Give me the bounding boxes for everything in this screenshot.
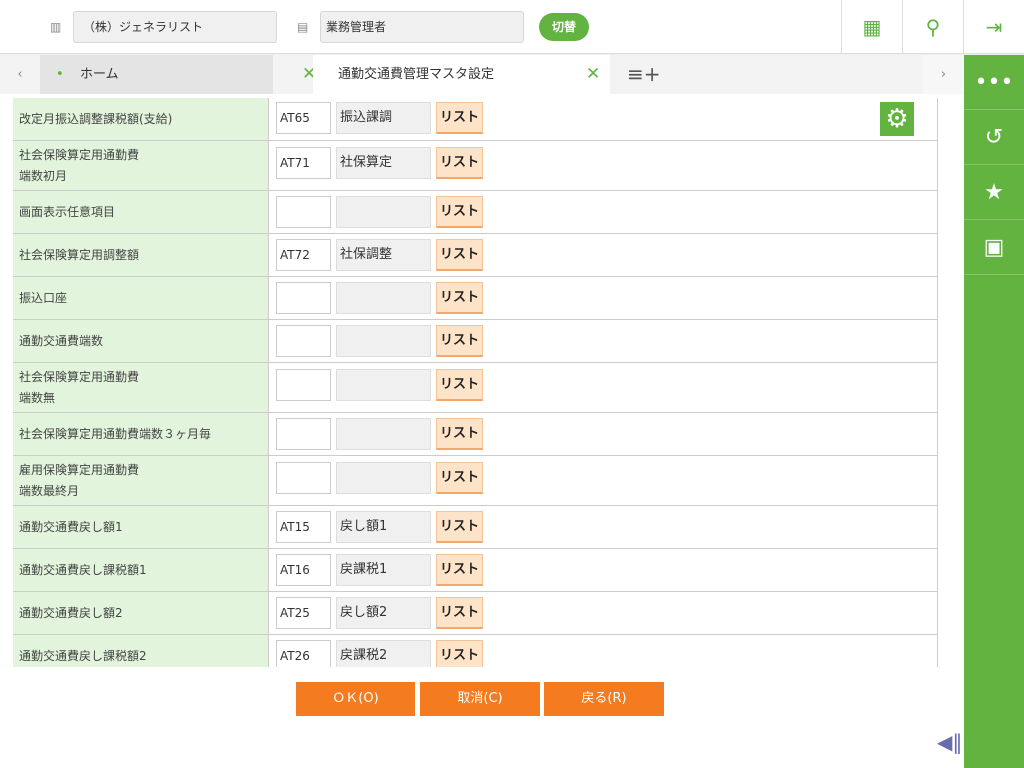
table-row: 通勤交通費戻し課税額2 AT26 戻課税2 リスト [13, 635, 937, 667]
close-icon[interactable]: ✕ [302, 64, 317, 84]
name-display: 社保調整 [336, 239, 431, 271]
list-button[interactable]: リスト [436, 325, 483, 357]
settings-table[interactable]: 改定月振込調整課税額(支給) AT65 振込課調 リスト 社会保険算定用通勤費 … [13, 98, 938, 667]
add-tab-icon[interactable]: ≡+ [627, 62, 661, 86]
building-icon: ▥ [50, 20, 62, 34]
code-input[interactable] [276, 325, 331, 357]
field-label: 社会保険算定用通勤費端数３ヶ月毎 [13, 413, 269, 455]
code-input[interactable]: AT65 [276, 102, 331, 134]
table-row: 画面表示任意項目 リスト [13, 191, 937, 234]
list-button[interactable]: リスト [436, 102, 483, 134]
name-display [336, 282, 431, 314]
clipboard-icon: ▤ [297, 20, 309, 34]
logout-icon[interactable]: ⇥ [963, 0, 1024, 54]
name-display: 戻課税2 [336, 640, 431, 667]
name-display [336, 196, 431, 228]
field-label: 通勤交通費戻し額2 [13, 592, 269, 634]
code-input[interactable] [276, 369, 331, 401]
more-icon[interactable]: ••• [964, 55, 1024, 110]
field-label: 雇用保険算定用通勤費 端数最終月 [13, 456, 269, 505]
list-button[interactable]: リスト [436, 239, 483, 271]
name-display: 戻し額2 [336, 597, 431, 629]
right-sidebar: ••• ↺ ★ ▣ [964, 55, 1024, 768]
code-input[interactable] [276, 462, 331, 494]
code-input[interactable] [276, 418, 331, 450]
apps-grid-icon[interactable]: ▦ [841, 0, 902, 54]
name-display: 振込課調 [336, 102, 431, 134]
table-row: 通勤交通費戻し額2 AT25 戻し額2 リスト [13, 592, 937, 635]
code-input[interactable]: AT25 [276, 597, 331, 629]
table-row: 通勤交通費戻し課税額1 AT16 戻課税1 リスト [13, 549, 937, 592]
company-field[interactable]: （株）ジェネラリスト [73, 11, 277, 43]
list-button[interactable]: リスト [436, 418, 483, 450]
table-row: 振込口座 リスト [13, 277, 937, 320]
name-display: 社保算定 [336, 147, 431, 179]
pin-icon: • [56, 67, 64, 82]
list-button[interactable]: リスト [436, 147, 483, 179]
field-label: 社会保険算定用調整額 [13, 234, 269, 276]
field-label: 社会保険算定用通勤費 端数無 [13, 363, 269, 412]
table-row: 改定月振込調整課税額(支給) AT65 振込課調 リスト [13, 98, 937, 141]
name-display: 戻し額1 [336, 511, 431, 543]
field-label: 社会保険算定用通勤費 端数初月 [13, 141, 269, 190]
table-row: 社会保険算定用調整額 AT72 社保調整 リスト [13, 234, 937, 277]
code-input[interactable]: AT15 [276, 511, 331, 543]
tab-scroll-left[interactable]: ‹ [17, 67, 23, 82]
code-input[interactable]: AT16 [276, 554, 331, 586]
tab-home[interactable]: • ホーム ✕ [40, 55, 316, 94]
field-label: 画面表示任意項目 [13, 191, 269, 233]
code-input[interactable]: AT72 [276, 239, 331, 271]
field-label: 改定月振込調整課税額(支給) [13, 98, 269, 140]
tab-label: 通勤交通費管理マスタ設定 [338, 67, 495, 82]
star-icon[interactable]: ★ [964, 165, 1024, 220]
back-button[interactable]: 戻る(R) [544, 682, 664, 716]
header: ▥ （株）ジェネラリスト ▤ 業務管理者 切替 ▦ ⚲ ⇥ [0, 0, 1024, 54]
field-label: 通勤交通費端数 [13, 320, 269, 362]
list-button[interactable]: リスト [436, 369, 483, 401]
cancel-button[interactable]: 取消(C) [420, 682, 540, 716]
list-button[interactable]: リスト [436, 554, 483, 586]
table-row: 通勤交通費戻し額1 AT15 戻し額1 リスト [13, 506, 937, 549]
gear-icon[interactable]: ⚙ [880, 102, 914, 136]
list-button[interactable]: リスト [436, 640, 483, 667]
list-button[interactable]: リスト [436, 597, 483, 629]
tab-label: ホーム [80, 67, 119, 82]
tab-bar: ‹ • ホーム ✕ 通勤交通費管理マスタ設定 ✕ ≡+ › [0, 55, 964, 94]
role-field[interactable]: 業務管理者 [320, 11, 524, 43]
collapse-arrow-icon[interactable]: ◀‖ [937, 730, 963, 754]
list-button[interactable]: リスト [436, 511, 483, 543]
code-input[interactable]: AT71 [276, 147, 331, 179]
field-label: 通勤交通費戻し課税額1 [13, 549, 269, 591]
list-button[interactable]: リスト [436, 462, 483, 494]
table-row: 通勤交通費端数 リスト [13, 320, 937, 363]
switch-button[interactable]: 切替 [539, 13, 589, 41]
history-icon[interactable]: ↺ [964, 110, 1024, 165]
name-display: 戻課税1 [336, 554, 431, 586]
search-icon[interactable]: ⚲ [902, 0, 963, 54]
table-row: 社会保険算定用通勤費 端数初月 AT71 社保算定 リスト [13, 141, 937, 191]
field-label: 通勤交通費戻し課税額2 [13, 635, 269, 667]
list-button[interactable]: リスト [436, 196, 483, 228]
code-input[interactable] [276, 282, 331, 314]
close-icon[interactable]: ✕ [586, 64, 601, 84]
code-input[interactable]: AT26 [276, 640, 331, 667]
table-row: 社会保険算定用通勤費端数３ヶ月毎 リスト [13, 413, 937, 456]
code-input[interactable] [276, 196, 331, 228]
name-display [336, 462, 431, 494]
table-row: 雇用保険算定用通勤費 端数最終月 リスト [13, 456, 937, 506]
table-row: 社会保険算定用通勤費 端数無 リスト [13, 363, 937, 413]
field-label: 通勤交通費戻し額1 [13, 506, 269, 548]
tab-commute-master[interactable]: 通勤交通費管理マスタ設定 ✕ [313, 55, 610, 94]
name-display [336, 418, 431, 450]
ok-button[interactable]: ＯＫ(O) [296, 682, 415, 716]
inbox-icon[interactable]: ▣ [964, 220, 1024, 275]
tab-scroll-right[interactable]: › [923, 55, 964, 94]
list-button[interactable]: リスト [436, 282, 483, 314]
name-display [336, 325, 431, 357]
name-display [336, 369, 431, 401]
field-label: 振込口座 [13, 277, 269, 319]
